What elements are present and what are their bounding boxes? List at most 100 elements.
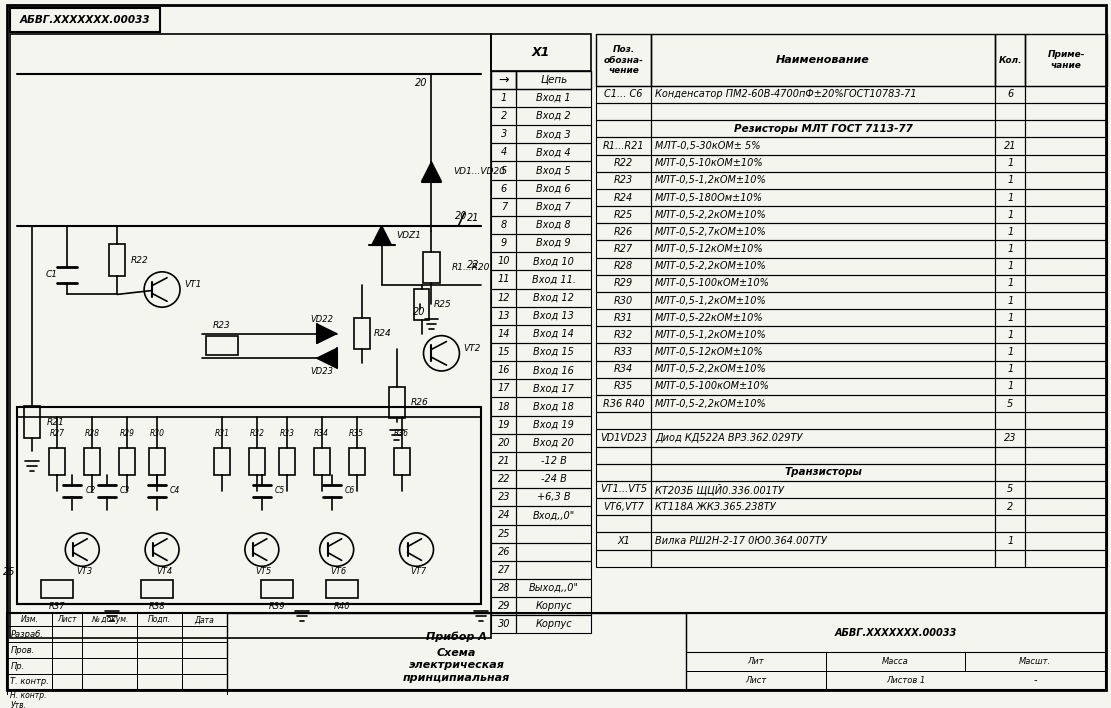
- Bar: [491, 561, 517, 579]
- Bar: [82, 674, 137, 690]
- Text: 3: 3: [501, 129, 507, 139]
- Bar: [227, 613, 685, 690]
- Text: КТ203Б ЩЦЙ0.336.001ТУ: КТ203Б ЩЦЙ0.336.001ТУ: [655, 484, 784, 496]
- Bar: [82, 642, 137, 658]
- Bar: [491, 416, 517, 434]
- Text: 6: 6: [1007, 89, 1013, 99]
- Bar: [84, 447, 100, 475]
- Text: МЛТ-0,5-2,7кОМ±10%: МЛТ-0,5-2,7кОМ±10%: [655, 227, 767, 237]
- Bar: [597, 360, 651, 378]
- Bar: [597, 498, 651, 515]
- Bar: [995, 275, 1025, 292]
- Bar: [1025, 343, 1107, 360]
- Text: 27: 27: [498, 565, 510, 575]
- Bar: [597, 172, 651, 189]
- Bar: [491, 379, 517, 397]
- Bar: [82, 613, 137, 626]
- Text: Вход 9: Вход 9: [537, 238, 571, 248]
- Text: 20: 20: [413, 307, 426, 317]
- Bar: [597, 378, 651, 395]
- Bar: [825, 651, 965, 670]
- Bar: [995, 532, 1025, 549]
- Bar: [651, 360, 995, 378]
- Bar: [52, 626, 82, 642]
- Text: МЛТ-0,5-2,2кОМ±10%: МЛТ-0,5-2,2кОМ±10%: [655, 364, 767, 375]
- Text: R31: R31: [214, 429, 230, 438]
- Bar: [995, 189, 1025, 206]
- Text: МЛТ-0,5-180Ом±10%: МЛТ-0,5-180Ом±10%: [655, 193, 763, 202]
- Bar: [491, 198, 517, 216]
- Bar: [517, 561, 591, 579]
- Bar: [49, 447, 66, 475]
- Text: Вход 3: Вход 3: [537, 129, 571, 139]
- Bar: [517, 506, 591, 525]
- Bar: [597, 154, 651, 172]
- Text: Диод КД522А ВРЗ.362.029ТУ: Диод КД522А ВРЗ.362.029ТУ: [655, 433, 802, 443]
- Text: VD22: VD22: [310, 316, 333, 324]
- Text: Корпус: Корпус: [536, 601, 572, 611]
- Text: R33: R33: [614, 347, 633, 357]
- Text: МЛТ-0,5-100кОМ±10%: МЛТ-0,5-100кОМ±10%: [655, 382, 770, 392]
- Bar: [651, 241, 995, 258]
- Text: C3: C3: [120, 486, 130, 495]
- Text: X1: X1: [617, 536, 630, 546]
- Bar: [249, 447, 264, 475]
- Text: Пров.: Пров.: [10, 646, 34, 655]
- Text: Листов 1: Листов 1: [885, 676, 925, 685]
- Text: Разраб.: Разраб.: [10, 629, 43, 639]
- Text: Вход 14: Вход 14: [533, 329, 574, 339]
- Text: Поз.
обозна-
чение: Поз. обозна- чение: [603, 45, 643, 75]
- Bar: [1025, 464, 1107, 481]
- Text: 1: 1: [1007, 313, 1013, 323]
- Text: МЛТ-0,5-100кОМ±10%: МЛТ-0,5-100кОМ±10%: [655, 278, 770, 288]
- Bar: [597, 241, 651, 258]
- Bar: [597, 292, 651, 309]
- Bar: [995, 241, 1025, 258]
- Text: 11: 11: [498, 275, 510, 285]
- Text: -: -: [1033, 675, 1037, 685]
- Bar: [995, 326, 1025, 343]
- Bar: [517, 198, 591, 216]
- Text: 1: 1: [1007, 364, 1013, 375]
- Bar: [517, 615, 591, 634]
- Bar: [597, 343, 651, 360]
- Text: 30: 30: [498, 620, 510, 629]
- Text: R26: R26: [614, 227, 633, 237]
- Text: Транзисторы: Транзисторы: [784, 467, 862, 477]
- Bar: [517, 452, 591, 470]
- Bar: [1025, 326, 1107, 343]
- Bar: [41, 580, 73, 598]
- Bar: [491, 506, 517, 525]
- Bar: [517, 234, 591, 252]
- Text: Вход 11.: Вход 11.: [532, 275, 575, 285]
- Text: Вход 20: Вход 20: [533, 438, 574, 448]
- Text: C5: C5: [274, 486, 286, 495]
- Bar: [8, 658, 52, 674]
- Bar: [1025, 378, 1107, 395]
- Bar: [651, 172, 995, 189]
- Bar: [995, 378, 1025, 395]
- Text: 17: 17: [498, 384, 510, 394]
- Bar: [491, 361, 517, 379]
- Bar: [491, 107, 517, 125]
- Bar: [517, 379, 591, 397]
- Text: Пр.: Пр.: [10, 661, 24, 670]
- Bar: [651, 498, 995, 515]
- Bar: [353, 318, 370, 349]
- Text: R1...R21: R1...R21: [603, 141, 644, 151]
- Bar: [491, 161, 517, 180]
- Text: 25: 25: [3, 567, 16, 577]
- Text: R22: R22: [614, 158, 633, 169]
- Bar: [1025, 120, 1107, 137]
- Text: МЛТ-0,5-2,2кОМ±10%: МЛТ-0,5-2,2кОМ±10%: [655, 399, 767, 409]
- Text: R23: R23: [213, 321, 231, 331]
- Text: Н. контр.: Н. контр.: [10, 691, 47, 700]
- Bar: [182, 674, 227, 690]
- Text: R27: R27: [50, 429, 64, 438]
- Text: МЛТ-0,5-1,2кОМ±10%: МЛТ-0,5-1,2кОМ±10%: [655, 295, 767, 306]
- Bar: [491, 325, 517, 343]
- Text: R34: R34: [614, 364, 633, 375]
- Bar: [8, 613, 1107, 690]
- Bar: [965, 651, 1107, 670]
- Bar: [995, 447, 1025, 464]
